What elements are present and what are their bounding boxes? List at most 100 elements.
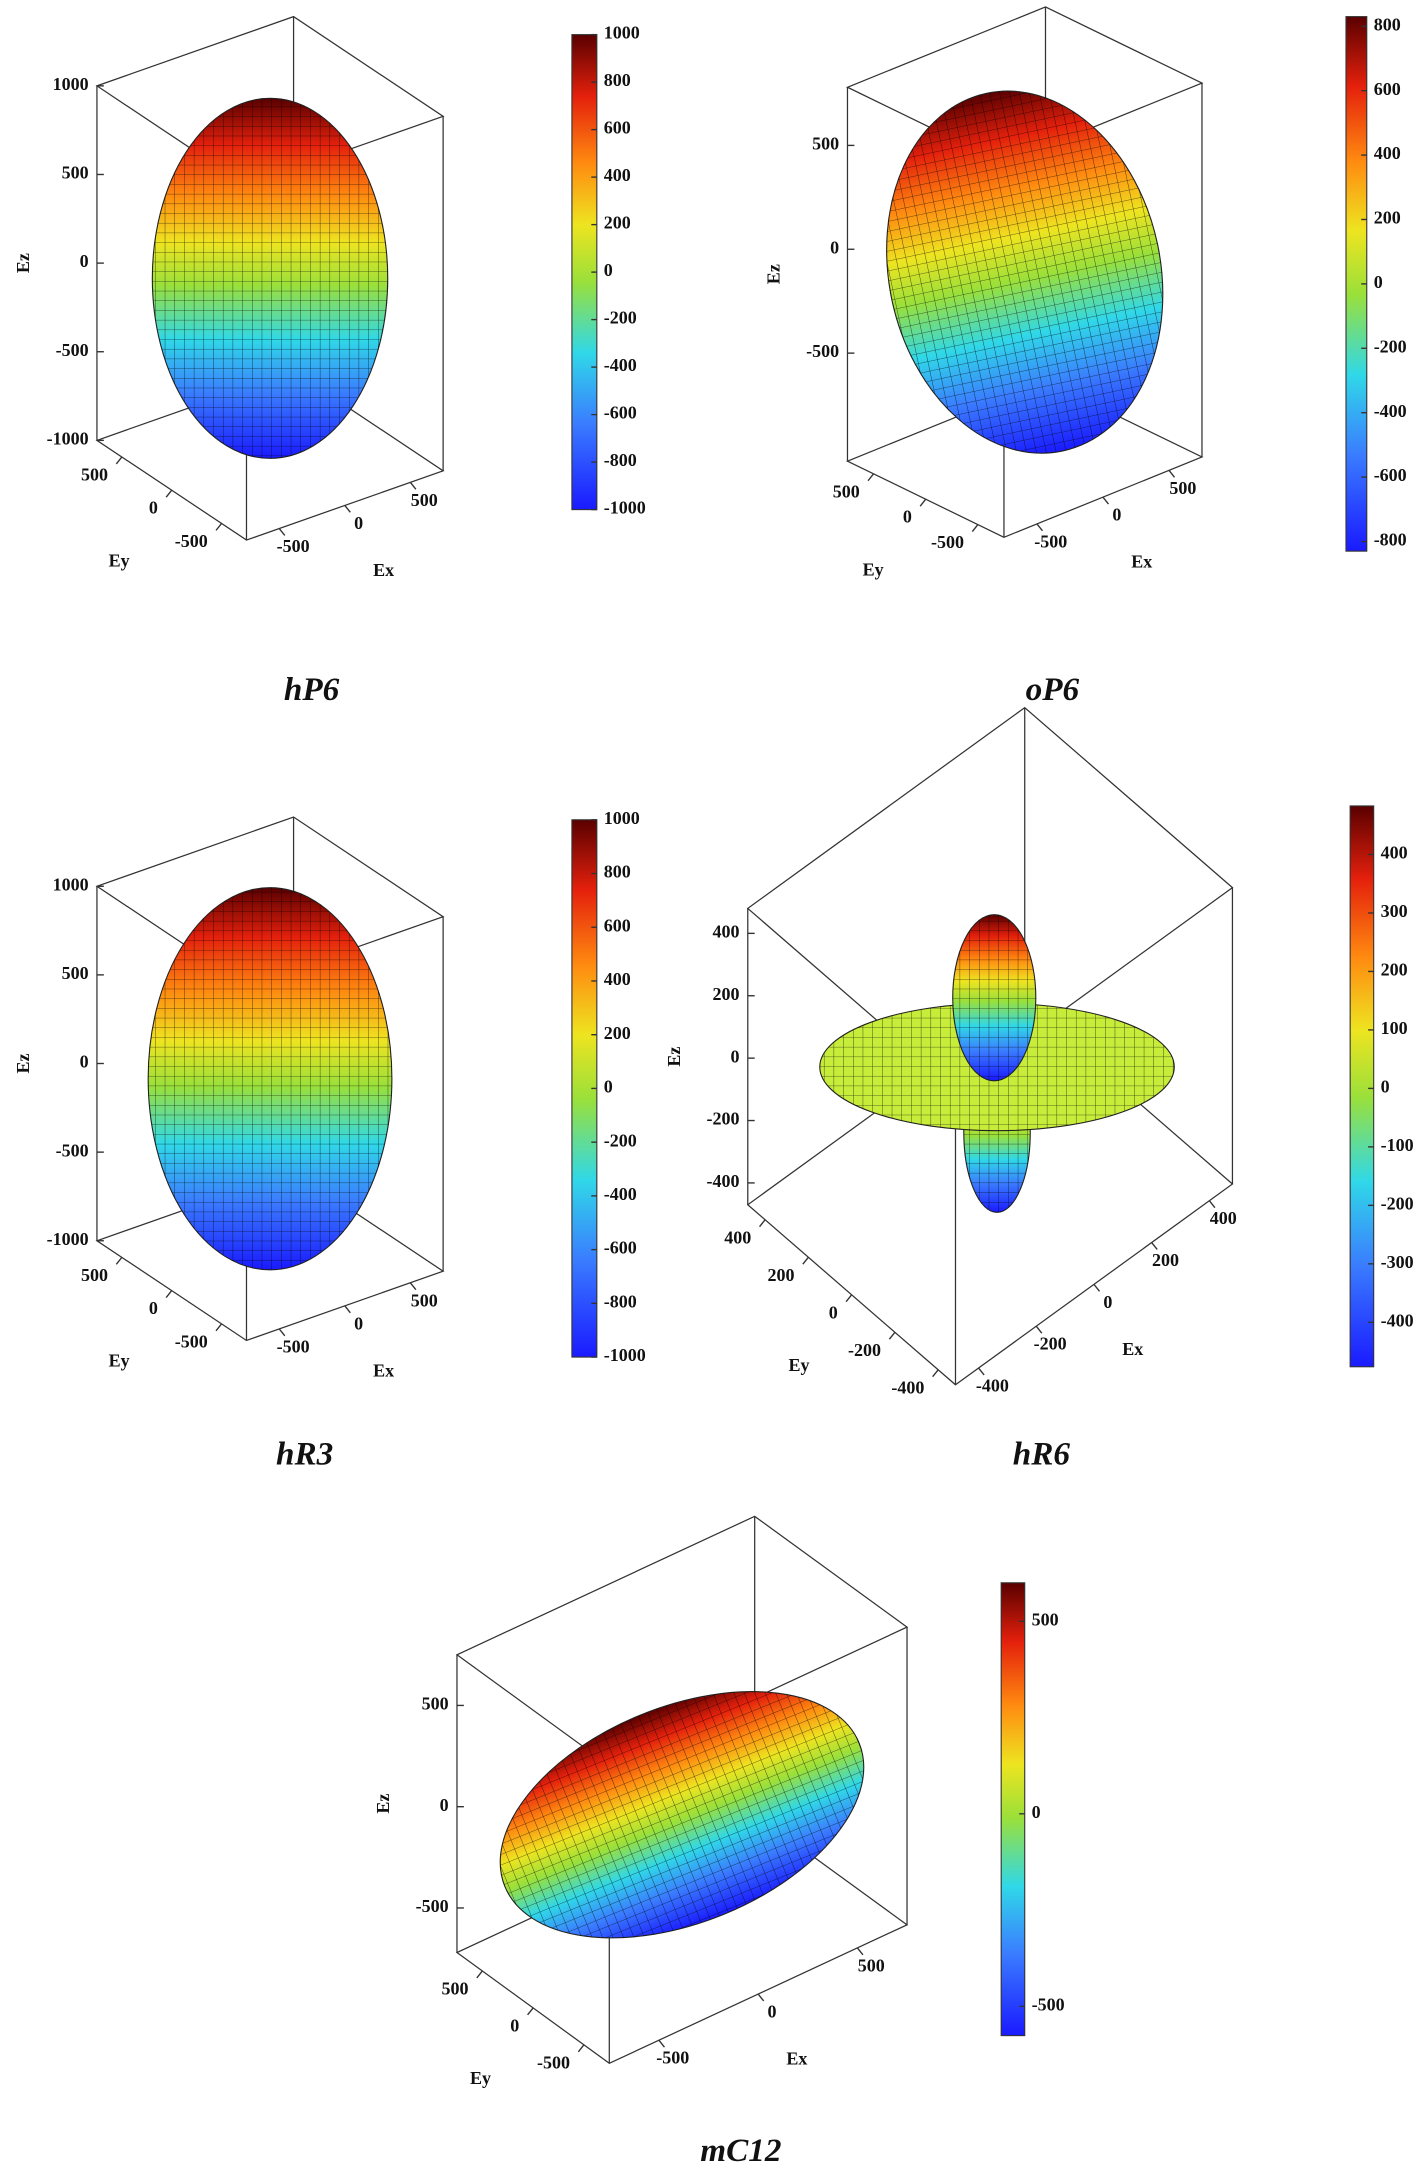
y-tick: [215, 1323, 223, 1332]
x-tick-label: 500: [1169, 478, 1196, 498]
x-tick-label: 500: [858, 1955, 885, 1975]
x-tick-label: -500: [277, 536, 310, 556]
colorbar-tick-label: -400: [604, 1184, 637, 1204]
z-tick-label: -400: [706, 1171, 739, 1191]
z-tick-label: 0: [830, 237, 839, 257]
colorbar-tick-label: -100: [1381, 1135, 1414, 1155]
colorbar-tick-label: 200: [604, 213, 631, 233]
panel-title: mC12: [700, 2132, 781, 2168]
x-tick-label: -500: [1034, 531, 1067, 551]
colorbar-tick-label: 0: [1374, 272, 1383, 292]
x-axis-label: Ex: [373, 1360, 394, 1380]
colorbar-tick-label: -1000: [604, 1345, 646, 1365]
x-tick-label: 500: [411, 1290, 438, 1310]
surface-mesh: [500, 1691, 864, 1938]
colorbar-tick-label: -500: [1032, 1994, 1065, 2014]
surface: [151, 97, 389, 459]
x-tick: [1036, 523, 1044, 532]
colorbar-tick-label: 200: [1374, 208, 1401, 228]
y-tick-label: -500: [175, 531, 208, 551]
y-tick: [527, 2007, 534, 2016]
z-tick-label: 500: [62, 963, 89, 983]
y-tick-label: -500: [537, 2052, 570, 2072]
colorbar-tick-label: 400: [604, 165, 631, 185]
colorbar-tick-label: 400: [1374, 143, 1401, 163]
y-tick-label: 500: [81, 1265, 108, 1285]
panel-title: hP6: [284, 671, 340, 708]
z-tick-label: 0: [80, 251, 89, 271]
x-tick: [278, 528, 286, 536]
surface: [819, 914, 1175, 1213]
colorbar-tick-label: -400: [1374, 401, 1407, 421]
colorbar-tick-label: 1000: [604, 23, 640, 43]
z-tick-label: 0: [80, 1052, 89, 1072]
colorbar-tick-label: -800: [604, 1291, 637, 1311]
y-tick: [476, 1970, 483, 1979]
y-tick: [867, 473, 875, 482]
y-axis-label: Ey: [863, 559, 884, 579]
y-tick-label: 0: [903, 507, 912, 527]
colorbar-tick-label: -300: [1381, 1252, 1414, 1272]
x-tick-label: 0: [354, 513, 363, 533]
y-tick-label: 500: [833, 481, 860, 501]
colorbar-tick-label: -600: [604, 1238, 637, 1258]
x-tick: [658, 2039, 665, 2048]
surface-mesh: [148, 887, 392, 1270]
surface: [499, 1691, 865, 1939]
y-axis-label: Ey: [789, 1355, 810, 1375]
colorbar-tick-label: 800: [604, 862, 631, 882]
x-tick-label: 500: [411, 490, 438, 510]
x-tick: [1102, 496, 1110, 505]
colorbar-tick-label: 200: [604, 1023, 631, 1043]
z-tick-label: 400: [712, 921, 739, 941]
colorbar-tick-label: -200: [604, 1130, 637, 1150]
surface: [147, 887, 393, 1271]
y-tick-label: -500: [175, 1331, 208, 1351]
z-tick-label: 1000: [53, 874, 89, 894]
y-tick-label: -200: [848, 1340, 881, 1360]
y-axis-label: Ey: [109, 1351, 130, 1371]
y-tick: [802, 1256, 809, 1265]
z-axis-label: Ez: [13, 1053, 33, 1073]
z-tick-label: -1000: [47, 1229, 89, 1249]
panel: -400 -200 0 200 400 Ez -400 -200 0 200 400 Ex -400 -2…: [664, 706, 1414, 1472]
colorbar-tick-label: 0: [604, 1077, 613, 1097]
surface-mesh: [152, 98, 388, 459]
z-axis-label: Ez: [13, 253, 33, 273]
x-tick: [1168, 469, 1176, 478]
y-tick-label: 400: [724, 1227, 751, 1247]
colorbar-tick-label: 600: [604, 118, 631, 138]
x-axis-label: Ex: [786, 2049, 807, 2069]
surface: [886, 90, 1164, 454]
colorbar-tick-label: 1000: [604, 808, 640, 828]
z-tick-label: 200: [712, 984, 739, 1004]
z-axis-label: Ez: [764, 264, 784, 284]
x-tick: [856, 1947, 864, 1956]
x-tick: [1035, 1325, 1043, 1334]
x-tick-label: 0: [768, 2002, 777, 2022]
z-tick-label: -500: [416, 1896, 449, 1916]
colorbar-tick-label: 400: [604, 969, 631, 989]
x-tick: [757, 1993, 765, 2002]
colorbar-tick-label: 200: [1381, 960, 1408, 980]
z-tick-label: -200: [706, 1109, 739, 1129]
colorbar-tick-label: 600: [1374, 79, 1401, 99]
z-tick-label: -500: [806, 341, 839, 361]
y-tick-label: -400: [891, 1377, 924, 1397]
z-tick-label: 1000: [53, 74, 89, 94]
x-tick: [1093, 1283, 1101, 1292]
panel-title: hR3: [276, 1435, 333, 1472]
y-tick: [165, 489, 173, 498]
z-tick-label: -500: [56, 340, 89, 360]
y-axis-label: Ey: [470, 2068, 491, 2088]
y-tick: [215, 523, 223, 531]
z-tick-label: 0: [440, 1795, 449, 1815]
x-tick-label: -400: [976, 1376, 1009, 1396]
x-tick-label: 400: [1210, 1208, 1237, 1228]
colorbar-tick-label: -200: [1381, 1193, 1414, 1213]
colorbar-tick-label: 500: [1032, 1609, 1059, 1629]
colorbar-tick-label: 0: [1032, 1802, 1041, 1822]
panel: -1000 -500 0 500 1000 Ez -500 0 500 Ex -500 0 500 Ey -…: [13, 15, 646, 708]
